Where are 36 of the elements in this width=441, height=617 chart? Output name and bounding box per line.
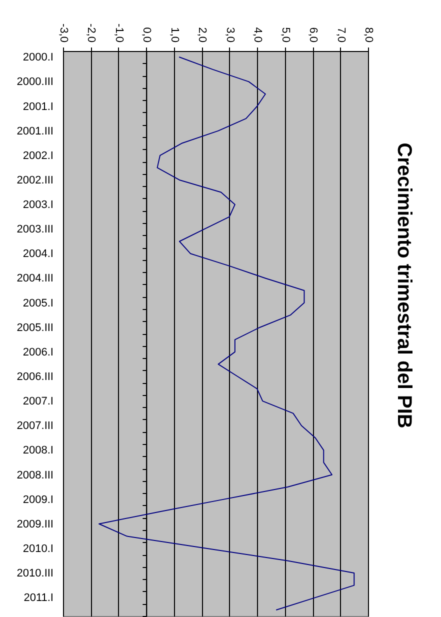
y-tick-label: 2011.I bbox=[24, 592, 54, 604]
y-tick-label: 2010.I bbox=[22, 542, 54, 555]
x-tick-label: 8,0 bbox=[362, 27, 374, 42]
text: Crecimiento trimestral del PIB bbox=[393, 142, 415, 428]
x-tick-label: -3,0 bbox=[58, 24, 70, 42]
y-tick-label: 2001.III bbox=[16, 125, 54, 138]
x-tick-label: 2,0 bbox=[196, 27, 208, 42]
y-tick-label: 2003.III bbox=[16, 224, 54, 236]
y-tick-label: 2010.III bbox=[16, 568, 54, 580]
x-tick-label: 3,0 bbox=[224, 27, 236, 42]
y-tick-label: 2004.I bbox=[22, 248, 54, 260]
y-tick-label: 2009.I bbox=[22, 494, 54, 506]
y-tick-label: 2002.I bbox=[22, 150, 54, 162]
x-tick-label: 4,0 bbox=[252, 27, 264, 42]
y-tick-label: 2007.III bbox=[16, 420, 54, 432]
y-tick-label: 2009.III bbox=[16, 518, 54, 530]
y-tick-label: 2007.I bbox=[22, 396, 54, 408]
y-tick-label: 2001.I bbox=[22, 100, 54, 113]
x-tick-label: -2,0 bbox=[85, 24, 98, 42]
y-tick-label: 2008.I bbox=[22, 444, 54, 457]
x-tick-label: 7,0 bbox=[334, 27, 347, 42]
x-tick-label: 6,0 bbox=[307, 27, 320, 42]
x-tick-label: 5,0 bbox=[279, 27, 292, 42]
x-tick-label: 1,0 bbox=[168, 27, 180, 42]
x-tick-label: 0,0 bbox=[140, 27, 153, 42]
y-tick-label: 2002.III bbox=[16, 174, 54, 186]
y-tick-label: 2006.III bbox=[16, 370, 54, 383]
y-tick-label: 2006.I bbox=[22, 346, 54, 358]
x-tick-label: -1,0 bbox=[112, 24, 125, 42]
y-tick-label: 2000.I bbox=[22, 52, 54, 64]
y-tick-label: 2005.III bbox=[16, 322, 54, 334]
y-tick-label: 2005.I bbox=[22, 297, 54, 310]
y-tick-label: 2008.III bbox=[16, 469, 54, 482]
y-tick-label: 2004.III bbox=[16, 272, 54, 285]
y-tick-label: 2000.III bbox=[16, 76, 54, 88]
y-tick-label: 2003.I bbox=[22, 199, 54, 212]
